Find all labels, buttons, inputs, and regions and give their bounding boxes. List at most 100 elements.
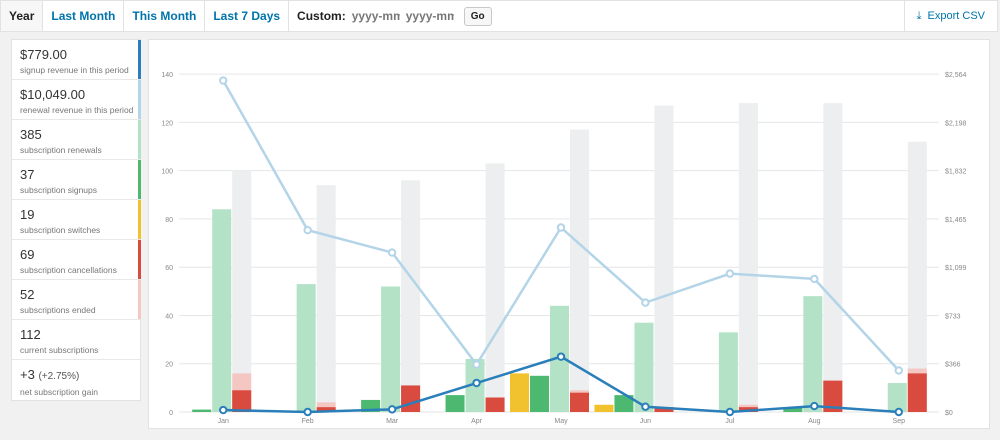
legend-desc: subscription switches [20,225,101,235]
bar-cancellations [316,407,336,412]
x-tick-label: Aug [808,418,821,425]
y-left-tick-label: 60 [165,265,173,272]
legend-desc: subscriptions ended [20,305,96,315]
bar-cancellations [570,392,589,412]
x-tick-label: Jul [725,418,734,425]
legend-renewals[interactable]: 385 subscription renewals [12,120,141,160]
bar-cancellations [654,407,674,412]
end-date-input[interactable] [405,9,454,23]
y-left-tick-label: 0 [169,410,173,417]
legend-value: 69 [20,247,35,262]
legend-swatch [138,40,141,79]
subscriptions-chart: 0 $0 20 $366 40 $733 60 $1,099 80 $1,465 100 $1,832… [161,72,967,425]
point-renewal_revenue [810,274,819,284]
point-signup_revenue [303,407,312,417]
point-renewal_revenue [219,76,228,85]
chart-legend: $779.00 signup revenue in this period $1… [11,39,141,401]
point-renewal_revenue [725,269,735,278]
legend-swatch [138,240,141,279]
y-right-tick-label: $1,832 [945,169,967,176]
bar-renewals [634,322,654,412]
legend-value: 37 [20,167,35,182]
bar-signups [614,395,634,412]
y-left-tick-label: 140 [161,72,173,79]
y-right-tick-label: $2,564 [945,72,967,79]
legend-value: $10,049.00 [20,87,86,102]
point-signup_revenue [894,407,903,417]
bar-signups [530,375,549,412]
point-renewal_revenue [641,298,650,307]
bar-current [316,185,336,412]
y-right-tick-label: $733 [945,313,961,320]
legend-desc: subscription renewals [20,145,102,155]
y-left-tick-label: 80 [165,217,173,224]
bar-renewals [381,286,401,412]
x-tick-label: May [554,418,568,425]
download-icon: ⤓ [916,9,922,22]
bar-cancellations [485,397,505,412]
bar-renewals [803,296,823,412]
bar-cancellations [823,380,843,412]
start-date-input[interactable] [351,9,400,23]
legend-current[interactable]: 112 current subscriptions [12,320,140,360]
tab-last-month[interactable]: Last Month [43,1,125,31]
legend-ended[interactable]: 52 subscriptions ended [12,280,141,320]
bar-switches [510,373,529,412]
net-gain-percent: (+2.75%) [38,371,80,382]
legend-swatch [138,160,141,199]
point-signup_revenue [219,405,228,415]
legend-value: 385 [20,127,42,142]
custom-range: Custom: Go [289,1,500,31]
y-left-tick-label: 100 [161,169,173,176]
legend-signup-revenue[interactable]: $779.00 signup revenue in this period [12,40,141,80]
point-renewal_revenue [556,223,566,232]
y-right-tick-label: $0 [945,410,953,417]
bar-cancellations [401,385,421,412]
range-toolbar: Year Last Month This Month Last 7 Days C… [0,0,998,32]
x-tick-label: Mar [386,418,399,425]
net-gain-value: +3 [20,367,35,382]
go-button[interactable]: Go [463,6,492,26]
legend-desc: subscription signups [20,185,98,195]
point-signup_revenue [387,405,397,414]
legend-switches[interactable]: 19 subscription switches [12,200,141,240]
y-left-tick-label: 20 [165,362,173,369]
point-signup_revenue [810,401,819,411]
bar-signups [445,395,465,412]
tab-last-7-days[interactable]: Last 7 Days [205,1,290,31]
bar-signups [192,409,212,412]
bar-current [738,103,758,413]
bar-current [823,103,843,413]
y-right-tick-label: $1,099 [945,265,967,272]
bar-renewals [718,332,738,412]
legend-value: 52 [20,287,35,302]
x-tick-label: Jan [218,418,229,425]
tab-year[interactable]: Year [1,1,44,31]
y-right-tick-label: $2,198 [945,120,967,127]
bar-current [570,129,589,412]
bar-signups [783,407,803,412]
tab-this-month[interactable]: This Month [124,1,206,31]
legend-cancellations[interactable]: 69 subscription cancellations [12,240,141,280]
legend-renewal-revenue[interactable]: $10,049.00 renewal revenue in this perio… [12,80,141,120]
bar-cancellations [907,373,927,412]
export-csv-button[interactable]: ⤓ Export CSV [903,1,997,31]
bar-current [654,105,674,413]
bar-switches [594,404,614,412]
bar-current [232,170,252,412]
legend-desc: net subscription gain [20,387,98,397]
y-right-tick-label: $1,465 [945,217,967,224]
legend-net-gain[interactable]: +3 (+2.75%) net subscription gain [12,360,140,400]
bar-renewals [887,383,907,412]
legend-value: 19 [20,207,35,222]
bar-renewals [212,209,232,412]
legend-desc: renewal revenue in this period [20,105,134,115]
legend-swatch [138,80,141,119]
bar-cancellations [232,390,252,412]
y-left-tick-label: 40 [165,313,173,320]
y-left-tick-label: 120 [161,120,173,127]
point-signup_revenue [641,402,650,411]
legend-signups[interactable]: 37 subscription signups [12,160,141,200]
legend-value: 112 [20,327,41,342]
